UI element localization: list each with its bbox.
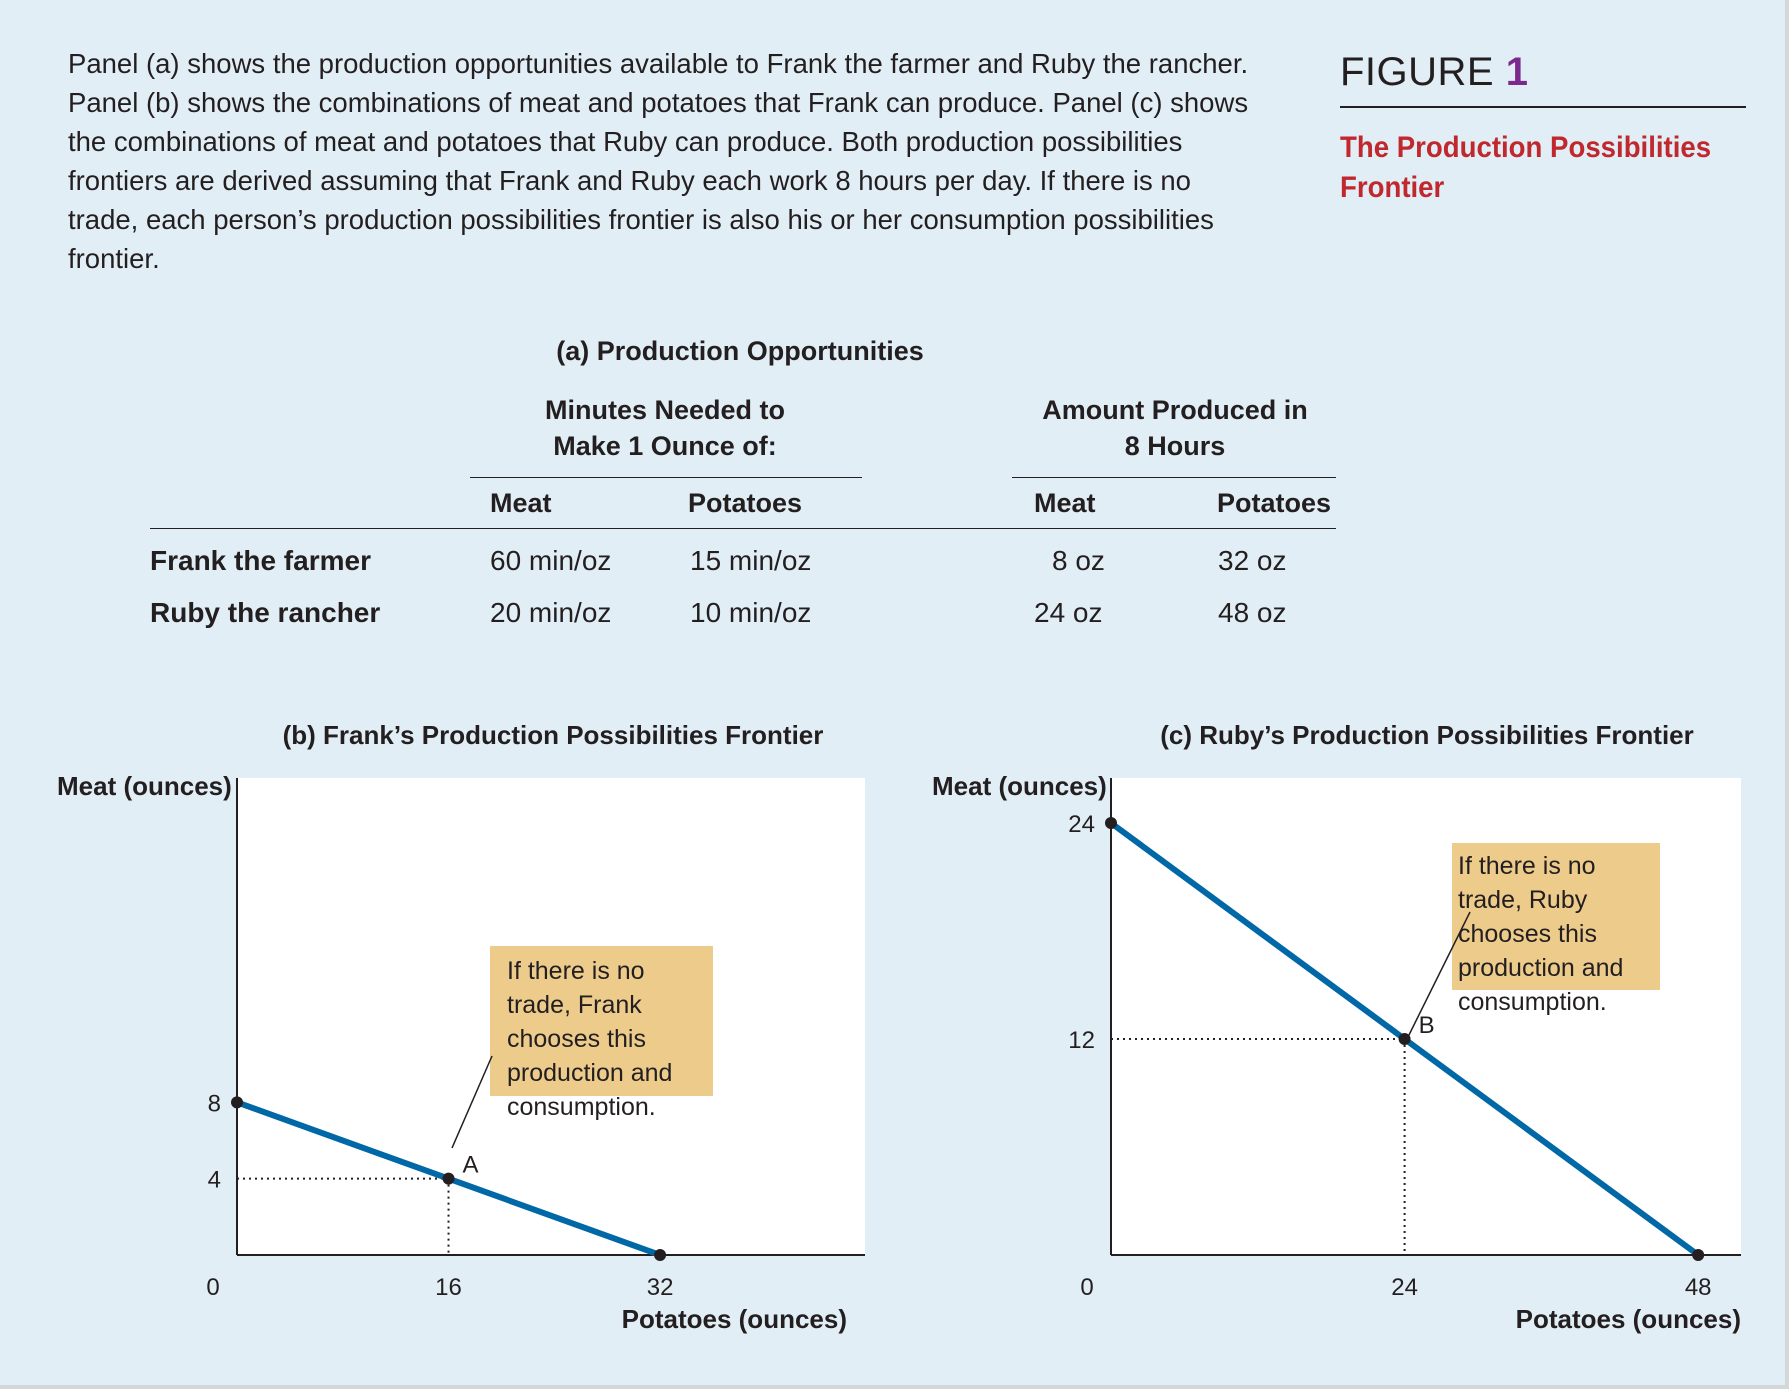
point-label: B [1419,1012,1435,1039]
endpoint-dot [1105,817,1117,829]
callout-box [1452,843,1660,990]
table-cell: 15 min/oz [690,545,812,576]
col-header-meat: Meat [1034,488,1096,518]
x-tick-label: 0 [206,1274,219,1301]
col-header-meat: Meat [490,488,552,518]
callout-leader [451,1055,493,1149]
figure-number: 1 [1505,50,1529,94]
chart-title: (c) Ruby’s Production Possibilities Fron… [1160,720,1694,750]
row-label: Ruby the rancher [150,597,381,628]
callout-text: If there is no trade, Ruby chooses this pro… [1458,852,1623,1016]
y-axis-label: Meat (ounces) [932,771,1107,801]
table-title: (a) Production Opportunities [556,336,924,366]
callout-box [490,946,713,1096]
chart-title: (b) Frank’s Production Possibilities Fro… [283,720,824,750]
ruby-ppf-chart: (c) Ruby’s Production Possibilities Fron… [932,720,1741,1334]
table-cell: 8 oz [1052,545,1105,576]
x-tick-label: 32 [647,1274,674,1301]
table-cell: 48 oz [1218,597,1287,628]
x-tick-label: 48 [1685,1274,1712,1301]
point-a [442,1172,455,1185]
x-axis-label: Potatoes (ounces) [1516,1304,1741,1334]
y-tick-label: 12 [1068,1027,1095,1054]
callout-leader [1404,911,1471,1044]
table-cell: 10 min/oz [690,597,812,628]
table-cell: 60 min/oz [490,545,612,576]
dynamic-layer: B 0 24 48 24 12 [1068,811,1711,1301]
row-label: Frank the farmer [150,545,371,576]
point-b [1398,1033,1411,1045]
group-rule-minutes [470,477,862,478]
figure-title: The Production Possibilities Frontier [1340,131,1712,204]
figure-divider [1340,106,1746,108]
frank-ppf-chart: (b) Frank’s Production Possibilities Fro… [57,720,865,1334]
intro-paragraph: Panel (a) shows the production opportuni… [68,48,1249,274]
x-tick-label: 24 [1391,1274,1418,1301]
callout: If there is no trade, Frank chooses this pr… [451,946,713,1149]
table-cell: 32 oz [1218,545,1287,576]
group-header-amount: Amount Produced in 8 Hours [1042,395,1308,461]
figure-label: FIGURE 1 [1340,50,1529,95]
endpoint-dot [231,1096,243,1109]
table-cell: 24 oz [1034,597,1103,628]
y-tick-label: 24 [1068,811,1095,838]
point-label: A [463,1152,479,1179]
y-tick-label: 4 [208,1167,221,1194]
header-rule [150,528,1336,529]
endpoint-dot [1692,1249,1705,1261]
y-tick-label: 8 [208,1090,221,1117]
callout: If there is no trade, Ruby chooses this pro… [1404,843,1660,1044]
y-axis-label: Meat (ounces) [57,771,232,801]
x-axis-label: Potatoes (ounces) [622,1304,847,1334]
col-header-potatoes: Potatoes [688,488,803,518]
callout-text: If there is no trade, Frank chooses this pr… [507,957,672,1121]
group-rule-amount [1012,477,1336,478]
dynamic-layer: A 0 16 32 8 4 [206,1090,673,1301]
group-header-minutes: Minutes Needed to Make 1 Ounce of: [544,395,786,461]
col-header-potatoes: Potatoes [1217,488,1332,518]
x-tick-label: 16 [435,1274,462,1301]
figure-label-word: FIGURE [1340,50,1495,94]
x-tick-label: 0 [1080,1274,1093,1301]
table-cell: 20 min/oz [490,597,612,628]
endpoint-dot [654,1249,667,1261]
